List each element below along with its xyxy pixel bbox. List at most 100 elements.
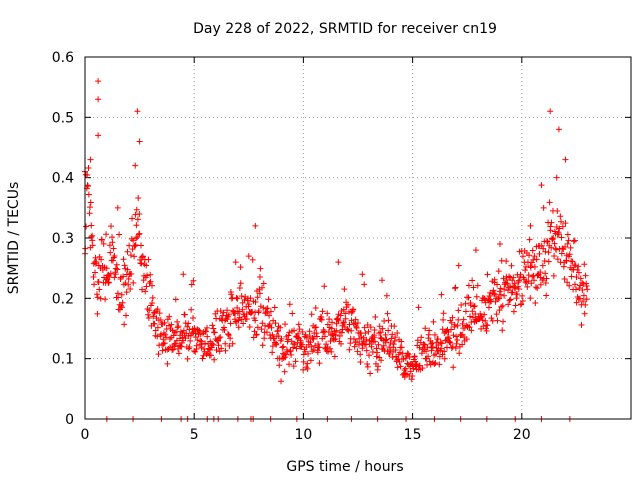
data-point [529,273,536,280]
data-point [503,258,510,265]
data-point [238,293,245,300]
data-point [505,301,512,308]
data-point [456,350,463,357]
data-point [352,316,359,323]
data-point [513,295,520,302]
data-point [512,302,519,309]
data-point [499,302,506,309]
data-point [561,275,568,282]
data-point [467,313,474,320]
data-point [566,251,573,258]
data-point [528,280,535,287]
data-point [452,345,459,352]
data-points [82,78,591,422]
data-point [138,260,145,267]
data-point [157,316,164,323]
data-point [467,302,474,309]
data-point [363,336,370,343]
data-point [118,291,125,298]
data-point [204,333,211,340]
data-point [161,340,168,347]
data-point [290,363,297,370]
data-point [88,233,95,240]
data-point [387,339,394,346]
data-point [172,340,179,347]
data-point [538,182,545,189]
data-point [558,234,565,241]
data-point [401,366,408,373]
data-point [364,321,371,328]
data-point [208,340,215,347]
data-point [346,346,353,353]
data-point [515,279,522,286]
data-point [200,352,207,359]
data-point [204,324,211,331]
data-point [172,296,179,303]
data-point [499,327,506,334]
data-point [288,351,295,358]
data-point [300,358,307,365]
data-point [186,326,193,333]
data-point [325,328,332,335]
data-point [286,301,293,308]
data-point [338,329,345,336]
data-point [150,313,157,320]
data-point [564,279,571,286]
data-point [385,317,392,324]
data-point [222,340,229,347]
data-point [527,222,534,229]
data-point [259,342,266,349]
data-point [211,329,218,336]
data-point [225,331,232,338]
data-point [142,288,149,295]
data-point [114,266,121,273]
data-point [304,365,311,372]
data-point [510,308,517,315]
data-point [557,213,564,220]
data-point [191,325,198,332]
y-tick-label: 0.6 [52,50,74,66]
data-point [459,341,466,348]
data-point [110,245,117,252]
data-point [120,256,127,263]
data-point [507,296,514,303]
data-point [375,341,382,348]
data-point [216,348,223,355]
data-point [241,296,248,303]
data-point [424,344,431,351]
data-point [573,273,580,280]
data-point [547,108,554,115]
data-point [210,341,217,348]
data-point [506,273,513,280]
data-point [341,286,348,293]
data-point [453,340,460,347]
data-point [220,309,227,316]
data-point [522,263,529,270]
data-point [304,360,311,367]
data-point [381,318,388,325]
data-point [254,324,261,331]
data-point [118,302,125,309]
data-point [264,305,271,312]
data-point [293,345,300,352]
data-point [90,273,97,280]
data-point [263,305,270,312]
data-point [103,265,110,272]
data-point [164,360,171,367]
data-point [115,294,122,301]
y-tick-label: 0 [65,412,74,428]
data-point [496,295,503,302]
data-point [316,360,323,367]
data-point [95,132,102,139]
data-point [470,314,477,321]
data-point [496,307,503,314]
data-point [240,320,247,327]
data-point [484,322,491,329]
data-point [450,364,457,371]
data-point [175,345,182,352]
data-point [313,324,320,331]
data-point [517,271,524,278]
data-point [211,356,218,363]
data-point [227,320,234,327]
data-point [86,210,93,217]
